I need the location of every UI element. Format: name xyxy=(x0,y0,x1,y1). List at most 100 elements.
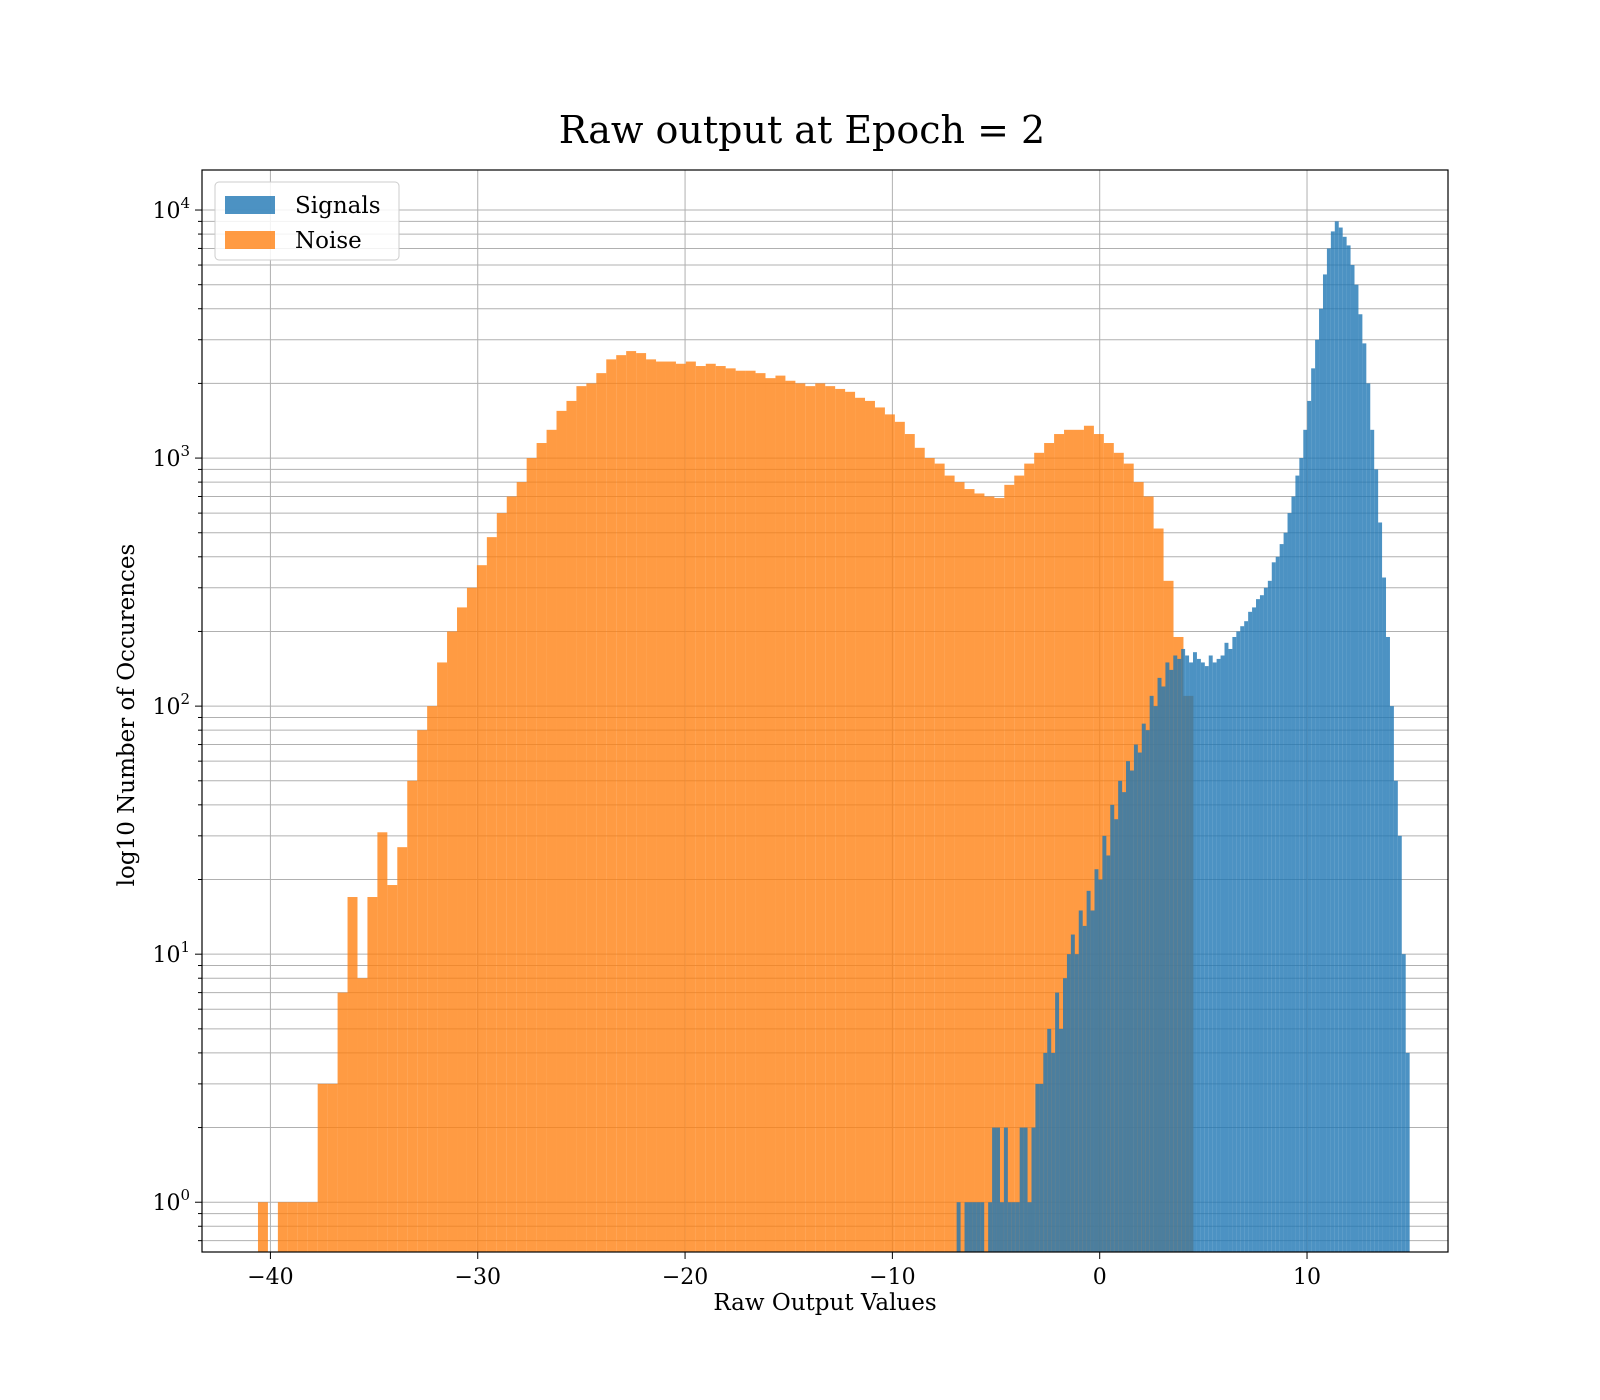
histogram-bar xyxy=(1093,434,1104,1252)
histogram-bar xyxy=(506,496,517,1252)
histogram-bars xyxy=(257,221,1410,1253)
histogram-bar xyxy=(1102,835,1107,1252)
y-tick-label: 102 xyxy=(152,690,190,720)
legend-swatch-noise xyxy=(225,231,275,249)
histogram-bar xyxy=(646,359,657,1252)
histogram-bar xyxy=(1149,695,1154,1252)
y-tick-label-exponent: 4 xyxy=(180,194,190,212)
histogram-bar xyxy=(988,1202,993,1252)
histogram-bar xyxy=(964,489,975,1252)
histogram-bar xyxy=(1220,655,1225,1252)
histogram-bar xyxy=(685,361,696,1252)
histogram-bar xyxy=(1244,621,1249,1252)
histogram-bar xyxy=(1035,1083,1040,1252)
histogram-bar xyxy=(1279,544,1284,1252)
histogram-bar xyxy=(1283,532,1288,1252)
histogram-bar xyxy=(287,1202,298,1252)
histogram-bar xyxy=(815,383,826,1252)
legend: Signals Noise xyxy=(214,181,400,261)
histogram-bar xyxy=(1200,662,1205,1252)
histogram-bar xyxy=(1034,452,1045,1253)
histogram-bar xyxy=(705,363,716,1253)
histogram-bar xyxy=(1330,231,1335,1252)
histogram-bar xyxy=(307,1202,318,1252)
histogram-bar xyxy=(1405,1052,1410,1252)
x-tick-label: −10 xyxy=(869,1265,915,1290)
histogram-bar xyxy=(437,662,448,1252)
series-signals xyxy=(956,221,1410,1253)
histogram-bar xyxy=(1326,248,1331,1253)
histogram-bar xyxy=(884,414,895,1252)
y-tick-label-base: 10 xyxy=(152,695,180,720)
legend-label-noise: Noise xyxy=(295,228,362,254)
histogram-bar xyxy=(387,885,398,1252)
x-tick-label: −40 xyxy=(247,1265,293,1290)
y-tick-label: 101 xyxy=(152,938,190,968)
x-tick-label: −20 xyxy=(662,1265,708,1290)
histogram-bar xyxy=(1044,443,1055,1252)
histogram-bar xyxy=(1378,522,1383,1252)
histogram-bar xyxy=(1366,383,1371,1252)
histogram-bar xyxy=(999,1202,1004,1252)
histogram-bar xyxy=(1169,669,1174,1252)
histogram-bar xyxy=(904,434,915,1252)
histogram-bar xyxy=(516,482,527,1252)
y-tick-label-exponent: 0 xyxy=(180,1186,190,1204)
histogram-bar xyxy=(715,366,726,1252)
histogram-bar xyxy=(964,1202,969,1252)
histogram-bar xyxy=(397,847,408,1252)
histogram-bar xyxy=(1003,1127,1008,1252)
histogram-bar xyxy=(417,730,428,1252)
histogram-bar xyxy=(1027,1202,1032,1252)
histogram-bar xyxy=(327,1083,338,1252)
histogram-bar xyxy=(1386,636,1390,1252)
histogram-bar xyxy=(457,607,467,1252)
histogram-bar xyxy=(795,383,806,1252)
histogram-bar xyxy=(566,400,577,1252)
histogram-bar xyxy=(616,355,627,1252)
histogram-bar xyxy=(1263,587,1268,1252)
histogram-bar xyxy=(606,359,617,1252)
histogram-bar xyxy=(1161,686,1166,1252)
histogram-bar xyxy=(1039,1083,1044,1252)
histogram-bar xyxy=(1287,513,1292,1252)
histogram-bar xyxy=(1319,308,1323,1253)
histogram-bar xyxy=(347,897,358,1252)
histogram-bar xyxy=(914,447,925,1252)
histogram-bar xyxy=(1334,221,1339,1252)
histogram-bar xyxy=(1397,835,1402,1252)
histogram-bar xyxy=(1074,954,1079,1252)
histogram-bar xyxy=(835,388,846,1252)
histogram-bar xyxy=(755,373,766,1252)
histogram-bar xyxy=(1275,556,1280,1252)
histogram-bar xyxy=(1346,245,1351,1252)
histogram-bar xyxy=(874,407,885,1252)
plot-frame xyxy=(201,169,1449,1253)
histogram-bar xyxy=(447,631,458,1252)
histogram-bar xyxy=(1291,496,1296,1252)
histogram-bar xyxy=(1083,425,1094,1253)
histogram-bar xyxy=(1236,631,1241,1252)
histogram-bar xyxy=(1224,642,1229,1252)
legend-swatch-signals xyxy=(225,196,275,214)
legend-label-signals: Signals xyxy=(295,193,381,219)
y-tick-label: 100 xyxy=(152,1186,190,1216)
histogram-bar xyxy=(845,391,856,1253)
histogram-bar xyxy=(496,513,507,1252)
histogram-bar xyxy=(1389,706,1394,1252)
histogram-bar xyxy=(1157,677,1162,1252)
histogram-bar xyxy=(1240,626,1245,1252)
histogram-bar xyxy=(805,386,816,1253)
histogram-bar xyxy=(1133,744,1138,1252)
histogram-bar xyxy=(536,443,547,1252)
x-tick-label: −30 xyxy=(455,1265,501,1290)
histogram-bar xyxy=(934,463,945,1252)
x-axis-title: Raw Output Values xyxy=(713,1290,936,1316)
histogram-bar xyxy=(1267,580,1272,1252)
histogram-bar xyxy=(980,1202,985,1252)
histogram-bar xyxy=(1011,1202,1016,1252)
histogram-bar xyxy=(765,378,776,1253)
histogram-bar xyxy=(1129,770,1134,1252)
histogram-bar xyxy=(1370,429,1375,1252)
